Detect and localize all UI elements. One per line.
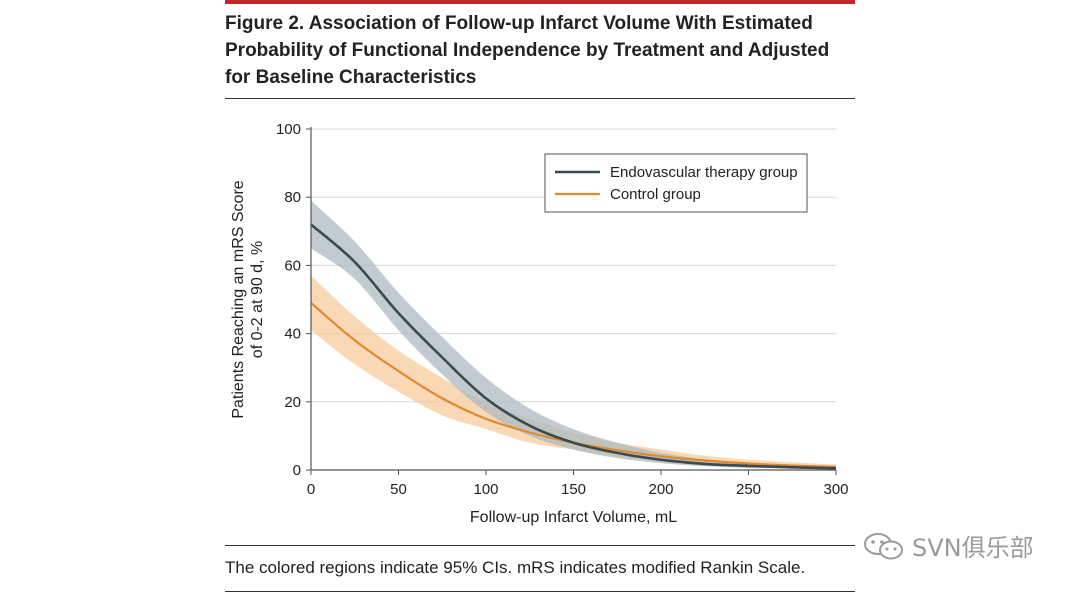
figure-title-line-3: for Baseline Characteristics	[225, 67, 477, 88]
y-tick-label-60: 60	[284, 257, 301, 274]
line-chart: 0 20 40 60 80 100 0 50 100 150 200 250 300 Follow-up …	[230, 121, 849, 526]
watermark-text: SVN俱乐部	[912, 534, 1034, 562]
y-tick-label-0: 0	[293, 462, 301, 479]
y-tick-label-80: 80	[284, 189, 301, 206]
title-divider	[225, 98, 855, 99]
x-tick-label-50: 50	[390, 481, 407, 498]
x-axis-label: Follow-up Infarct Volume, mL	[470, 509, 677, 526]
y-axis-label: Patients Reaching an mRS Score of 0-2 at …	[230, 180, 266, 418]
watermark: SVN俱乐部	[862, 528, 1034, 563]
wechat-icon	[864, 532, 903, 559]
legend-label-0: Endovascular therapy group	[610, 164, 798, 181]
ci-band-series-1	[311, 275, 836, 469]
ci-band-series-0	[311, 200, 836, 470]
y-axis-label-line-2: of 0-2 at 90 d, %	[249, 241, 266, 358]
legend-box	[544, 153, 808, 213]
figure-title-line-2: Probability of Functional Independence b…	[225, 40, 830, 61]
y-tick-label-100: 100	[276, 121, 301, 138]
y-tick-label-20: 20	[284, 394, 301, 411]
y-axis-label-line-1: Patients Reaching an mRS Score	[230, 180, 247, 418]
x-tick-label-100: 100	[473, 481, 498, 498]
caption-divider-bottom	[225, 591, 855, 592]
x-tick-label-300: 300	[823, 481, 848, 498]
chart-container: 0 20 40 60 80 100 0 50 100 150 200 250 300 Follow-up …	[215, 108, 855, 543]
x-tick-label-0: 0	[307, 481, 315, 498]
figure-caption: The colored regions indicate 95% CIs. mR…	[225, 558, 806, 577]
figure-title: Figure 2. Association of Follow-up Infar…	[225, 10, 865, 91]
x-tick-label-150: 150	[561, 481, 586, 498]
caption-divider-top	[225, 545, 855, 546]
title-accent-rule	[225, 0, 855, 4]
legend-label-1: Control group	[610, 186, 701, 203]
figure-title-line-1: Figure 2. Association of Follow-up Infar…	[225, 13, 813, 34]
x-tick-label-250: 250	[736, 481, 761, 498]
line-series-0	[310, 223, 837, 470]
y-tick-label-40: 40	[284, 326, 301, 343]
x-tick-label-200: 200	[648, 481, 673, 498]
